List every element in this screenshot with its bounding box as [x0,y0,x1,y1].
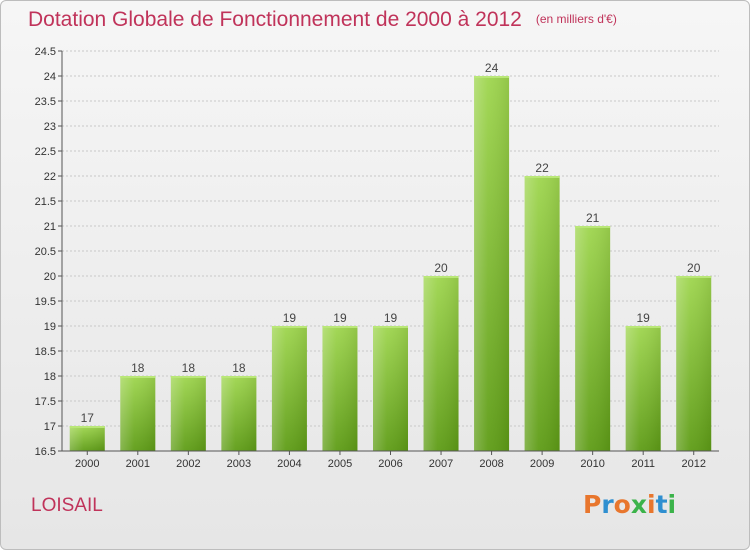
bar-cap [271,326,307,328]
bar-cap [474,76,510,78]
bar-cap [170,376,206,378]
x-tick-label: 2002 [176,458,200,470]
y-tick-label: 20.5 [35,246,56,258]
bar-shine [474,76,510,451]
x-tick-label: 2004 [277,458,301,470]
data-label: 20 [687,261,701,275]
data-label: 21 [586,211,600,225]
data-label: 19 [637,311,651,325]
x-tick-label: 2008 [479,458,503,470]
bar-shine [676,276,712,451]
logo-letter: P [583,490,602,519]
data-label: 18 [182,361,196,375]
chart-title-text: Dotation Globale de Fonctionnement de 20… [28,8,522,31]
y-tick-label: 18.5 [35,346,56,358]
x-tick-label: 2000 [75,458,99,470]
logo-letter: i [667,490,677,519]
y-tick-label: 22.5 [35,146,56,158]
x-tick-label: 2005 [328,458,352,470]
x-tick-label: 2010 [580,458,604,470]
y-tick-label: 18 [44,371,56,383]
bars: 17 18 18 18 19 19 19 20 24 22 21 19 20 [69,61,712,451]
x-tick-label: 2003 [227,458,251,470]
data-label: 18 [131,361,145,375]
commune-name: LOISAIL [31,495,103,516]
data-label: 22 [535,161,549,175]
x-tick-label: 2011 [631,458,655,470]
bar-shine [575,226,611,451]
data-label: 20 [434,261,448,275]
logo-letter: x [630,490,647,519]
bar-shine [170,376,206,451]
proxiti-logo: Proxiti [583,490,676,519]
logo-letter: r [601,490,614,519]
y-tick-label: 24 [44,71,56,83]
y-tick-label: 17 [44,421,56,433]
data-label: 17 [81,411,95,425]
bar-shine [221,376,257,451]
x-tick-label: 2006 [378,458,402,470]
bar-cap [575,226,611,228]
bar-cap [423,276,459,278]
y-tick-label: 22 [44,171,56,183]
data-label: 19 [283,311,297,325]
data-label: 18 [232,361,246,375]
bar-cap [625,326,661,328]
y-tick-label: 20 [44,271,56,283]
y-tick-label: 19 [44,321,56,333]
data-label: 19 [333,311,347,325]
bar-cap [120,376,156,378]
y-tick-label: 24.5 [35,46,56,58]
x-tick-label: 2001 [126,458,150,470]
bar-shine [373,326,408,451]
axes: 16.5 17 17.5 18 18.5 19 19.5 20 20.5 21 21.5 22 22.5… [35,46,719,470]
bar-shine [271,326,307,451]
y-tick-label: 21.5 [35,196,56,208]
bar-shine [322,326,358,451]
bar-shine [524,176,560,451]
logo-letter: t [655,490,668,519]
data-label: 24 [485,61,499,75]
logo-letter: o [613,490,631,519]
bar-cap [676,276,712,278]
bar-cap [524,176,560,178]
x-tick-label: 2009 [530,458,554,470]
bar-cap [373,326,408,328]
bar-shine [625,326,661,451]
y-tick-label: 23.5 [35,96,56,108]
chart-subtitle: (en milliers d'€) [535,12,617,26]
bar-shine [120,376,156,451]
logo-letter: i [647,490,656,519]
bar-cap [221,376,257,378]
bar-shine [69,426,105,451]
bar-shine [423,276,459,451]
x-tick-label: 2007 [429,458,453,470]
chart-title: Dotation Globale de Fonctionnement de 20… [28,8,617,32]
bar-cap [69,426,105,428]
y-tick-label: 17.5 [35,396,56,408]
y-tick-label: 16.5 [35,446,56,458]
data-label: 19 [384,311,398,325]
y-tick-label: 23 [44,121,56,133]
x-tick-label: 2012 [681,458,705,470]
y-tick-label: 21 [44,221,56,233]
y-tick-label: 19.5 [35,296,56,308]
bar-cap [322,326,358,328]
